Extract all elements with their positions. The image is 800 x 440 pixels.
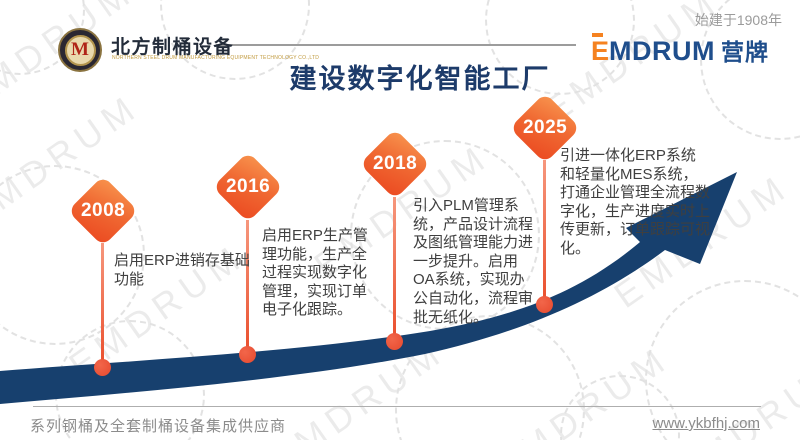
website-link[interactable]: www.ykbfhj.com [652,415,760,432]
milestone-description-2008: 启用ERP进销存基础功能 [114,252,250,288]
milestone-description-2018: 引入PLM管理系统，产品设计流程及图纸管理能力进一步提升。启用OA系统，实现办公… [413,197,534,326]
founded-year-label: 始建于1908年 [694,12,782,28]
footer-divider [33,406,761,407]
brand-logo-text: MDRUM [609,36,715,66]
milestone-dot [536,296,553,313]
milestone-stem [543,160,546,302]
company-logo-badge: M [58,28,102,72]
milestone-stem [101,243,104,365]
milestone-year: 2025 [522,117,568,138]
milestone-year: 2018 [372,153,418,174]
company-logo-inner: M [64,34,96,66]
milestone-year-badge-2016: 2016 [212,151,284,223]
milestone-description-2025: 引进一体化ERP系统和轻量化MES系统，打通企业管理全流程数字化，生产进度实时上… [560,147,711,257]
company-name-english: NORTHERN STEEL DRUM MANUFACTURING EQUIPM… [112,55,320,61]
page-title: 建设数字化智能工厂 [289,64,551,94]
milestone-dot [239,346,256,363]
brand-logo-chinese: 营牌 [721,39,769,65]
milestone-year: 2008 [80,200,126,221]
milestone-dot [94,359,111,376]
brand-logo: E MDRUM 营牌 [591,33,769,67]
milestone-dot [386,333,403,350]
brand-logo-e: E [591,33,610,66]
milestone-description-2016: 启用ERP生产管理功能，生产全过程实现数字化管理，实现订单电子化跟踪。 [262,227,368,319]
footer-tagline: 系列钢桶及全套制桶设备集成供应商 [30,418,287,435]
company-name: 北方制桶设备 [111,37,235,58]
milestone-stem [393,197,396,339]
milestone-year: 2016 [225,176,271,197]
header-divider [216,44,576,46]
company-monogram: M [71,39,89,60]
